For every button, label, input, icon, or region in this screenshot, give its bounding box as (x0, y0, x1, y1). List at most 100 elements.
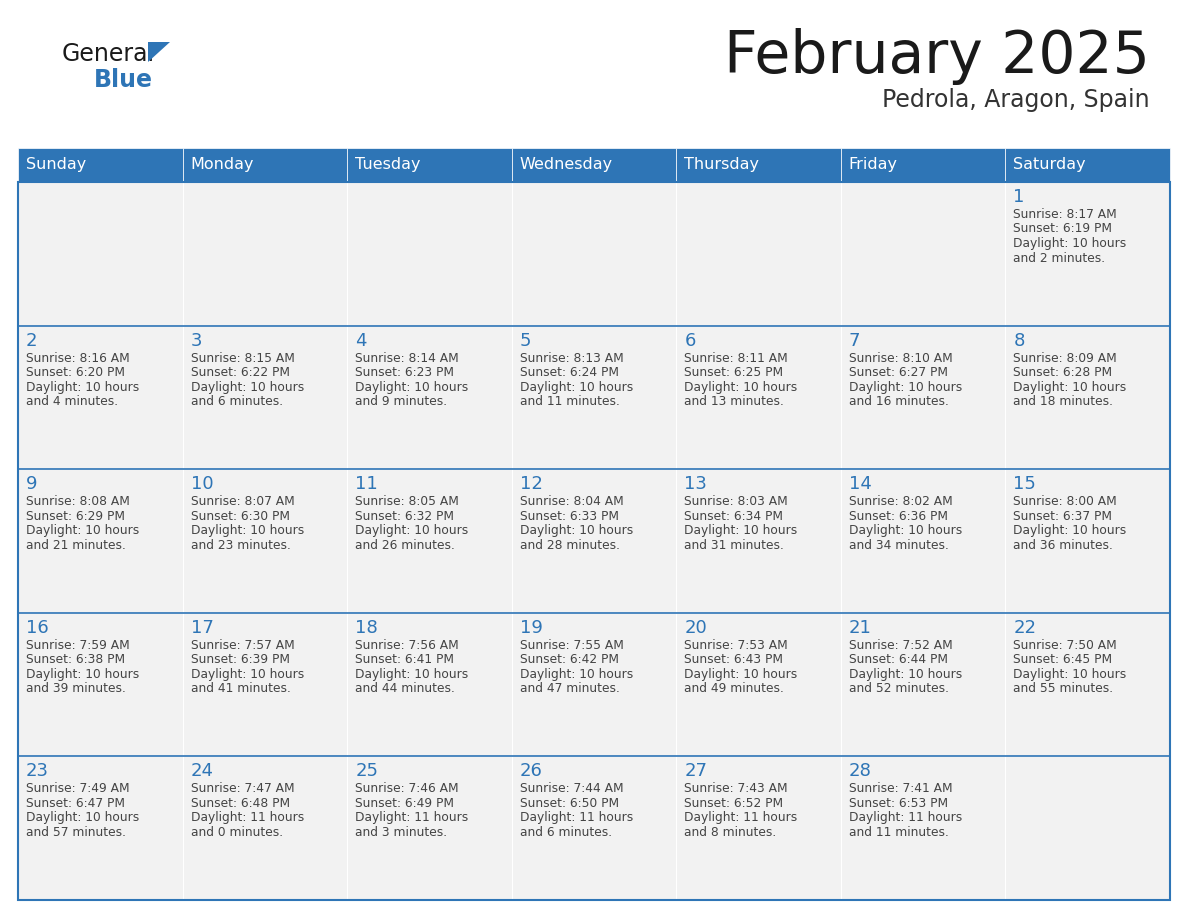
Text: Sunrise: 8:11 AM: Sunrise: 8:11 AM (684, 352, 788, 364)
Text: 24: 24 (190, 763, 214, 780)
Bar (841, 148, 1005, 182)
Bar (18, 326, 183, 469)
Text: 1: 1 (1013, 188, 1025, 206)
Bar (512, 613, 676, 756)
Text: Sunset: 6:19 PM: Sunset: 6:19 PM (1013, 222, 1112, 236)
Text: 12: 12 (519, 476, 543, 493)
Text: 8: 8 (1013, 331, 1025, 350)
Text: Daylight: 11 hours: Daylight: 11 hours (519, 812, 633, 824)
Text: Daylight: 10 hours: Daylight: 10 hours (190, 524, 304, 537)
Text: Sunset: 6:37 PM: Sunset: 6:37 PM (1013, 509, 1112, 522)
Polygon shape (148, 42, 170, 62)
Text: Sunrise: 8:02 AM: Sunrise: 8:02 AM (849, 495, 953, 509)
Bar (183, 182, 347, 326)
Bar (676, 469, 841, 613)
Text: Monday: Monday (190, 158, 254, 173)
Text: Sunrise: 7:53 AM: Sunrise: 7:53 AM (684, 639, 788, 652)
Text: and 23 minutes.: and 23 minutes. (190, 539, 290, 552)
Text: Pedrola, Aragon, Spain: Pedrola, Aragon, Spain (883, 88, 1150, 112)
Text: Sunset: 6:23 PM: Sunset: 6:23 PM (355, 366, 454, 379)
Text: Daylight: 10 hours: Daylight: 10 hours (26, 381, 139, 394)
Bar (1005, 182, 1170, 326)
Text: and 31 minutes.: and 31 minutes. (684, 539, 784, 552)
Bar (1005, 326, 1170, 469)
Text: and 6 minutes.: and 6 minutes. (190, 395, 283, 409)
Text: Sunset: 6:33 PM: Sunset: 6:33 PM (519, 509, 619, 522)
Text: Daylight: 11 hours: Daylight: 11 hours (849, 812, 962, 824)
Text: Sunset: 6:27 PM: Sunset: 6:27 PM (849, 366, 948, 379)
Text: Saturday: Saturday (1013, 158, 1086, 173)
Text: Blue: Blue (94, 68, 153, 92)
Text: and 52 minutes.: and 52 minutes. (849, 682, 949, 695)
Bar (18, 469, 183, 613)
Bar (512, 182, 676, 326)
Text: Sunrise: 8:14 AM: Sunrise: 8:14 AM (355, 352, 459, 364)
Text: Sunrise: 8:15 AM: Sunrise: 8:15 AM (190, 352, 295, 364)
Text: and 11 minutes.: and 11 minutes. (849, 826, 949, 839)
Text: 6: 6 (684, 331, 696, 350)
Text: Sunrise: 8:16 AM: Sunrise: 8:16 AM (26, 352, 129, 364)
Text: Daylight: 10 hours: Daylight: 10 hours (519, 524, 633, 537)
Text: Sunset: 6:43 PM: Sunset: 6:43 PM (684, 654, 783, 666)
Text: Sunrise: 8:00 AM: Sunrise: 8:00 AM (1013, 495, 1117, 509)
Text: Sunset: 6:22 PM: Sunset: 6:22 PM (190, 366, 290, 379)
Text: and 3 minutes.: and 3 minutes. (355, 826, 447, 839)
Bar (18, 613, 183, 756)
Text: Sunrise: 8:03 AM: Sunrise: 8:03 AM (684, 495, 788, 509)
Text: and 36 minutes.: and 36 minutes. (1013, 539, 1113, 552)
Text: 2: 2 (26, 331, 38, 350)
Text: and 9 minutes.: and 9 minutes. (355, 395, 447, 409)
Text: Daylight: 10 hours: Daylight: 10 hours (1013, 524, 1126, 537)
Text: Sunset: 6:44 PM: Sunset: 6:44 PM (849, 654, 948, 666)
Text: Sunrise: 7:59 AM: Sunrise: 7:59 AM (26, 639, 129, 652)
Text: Daylight: 11 hours: Daylight: 11 hours (190, 812, 304, 824)
Bar (512, 756, 676, 900)
Text: Wednesday: Wednesday (519, 158, 613, 173)
Text: Daylight: 10 hours: Daylight: 10 hours (849, 667, 962, 681)
Text: Daylight: 11 hours: Daylight: 11 hours (684, 812, 797, 824)
Text: Daylight: 10 hours: Daylight: 10 hours (26, 812, 139, 824)
Text: 15: 15 (1013, 476, 1036, 493)
Text: 22: 22 (1013, 619, 1036, 637)
Text: 10: 10 (190, 476, 213, 493)
Text: Daylight: 10 hours: Daylight: 10 hours (1013, 381, 1126, 394)
Text: 17: 17 (190, 619, 214, 637)
Text: Sunrise: 7:47 AM: Sunrise: 7:47 AM (190, 782, 295, 795)
Bar (512, 469, 676, 613)
Bar (676, 756, 841, 900)
Bar (676, 326, 841, 469)
Text: Sunrise: 7:44 AM: Sunrise: 7:44 AM (519, 782, 624, 795)
Text: Sunset: 6:32 PM: Sunset: 6:32 PM (355, 509, 454, 522)
Text: Daylight: 10 hours: Daylight: 10 hours (355, 524, 468, 537)
Text: Sunset: 6:39 PM: Sunset: 6:39 PM (190, 654, 290, 666)
Text: Sunset: 6:49 PM: Sunset: 6:49 PM (355, 797, 454, 810)
Bar (512, 326, 676, 469)
Text: Daylight: 10 hours: Daylight: 10 hours (26, 524, 139, 537)
Text: Sunrise: 7:41 AM: Sunrise: 7:41 AM (849, 782, 953, 795)
Bar (1005, 148, 1170, 182)
Text: Sunset: 6:50 PM: Sunset: 6:50 PM (519, 797, 619, 810)
Text: and 44 minutes.: and 44 minutes. (355, 682, 455, 695)
Bar (347, 756, 512, 900)
Text: Sunset: 6:52 PM: Sunset: 6:52 PM (684, 797, 783, 810)
Text: Sunset: 6:30 PM: Sunset: 6:30 PM (190, 509, 290, 522)
Text: Sunset: 6:41 PM: Sunset: 6:41 PM (355, 654, 454, 666)
Text: Tuesday: Tuesday (355, 158, 421, 173)
Text: 13: 13 (684, 476, 707, 493)
Text: Daylight: 10 hours: Daylight: 10 hours (355, 381, 468, 394)
Text: 7: 7 (849, 331, 860, 350)
Text: and 41 minutes.: and 41 minutes. (190, 682, 290, 695)
Text: 5: 5 (519, 331, 531, 350)
Text: Daylight: 10 hours: Daylight: 10 hours (849, 524, 962, 537)
Text: Sunrise: 7:43 AM: Sunrise: 7:43 AM (684, 782, 788, 795)
Text: Daylight: 10 hours: Daylight: 10 hours (849, 381, 962, 394)
Text: General: General (62, 42, 156, 66)
Bar (347, 613, 512, 756)
Text: Sunset: 6:29 PM: Sunset: 6:29 PM (26, 509, 125, 522)
Text: Sunset: 6:53 PM: Sunset: 6:53 PM (849, 797, 948, 810)
Text: Sunrise: 8:05 AM: Sunrise: 8:05 AM (355, 495, 459, 509)
Text: Sunrise: 8:09 AM: Sunrise: 8:09 AM (1013, 352, 1117, 364)
Text: Sunset: 6:28 PM: Sunset: 6:28 PM (1013, 366, 1112, 379)
Text: Sunrise: 7:49 AM: Sunrise: 7:49 AM (26, 782, 129, 795)
Text: 11: 11 (355, 476, 378, 493)
